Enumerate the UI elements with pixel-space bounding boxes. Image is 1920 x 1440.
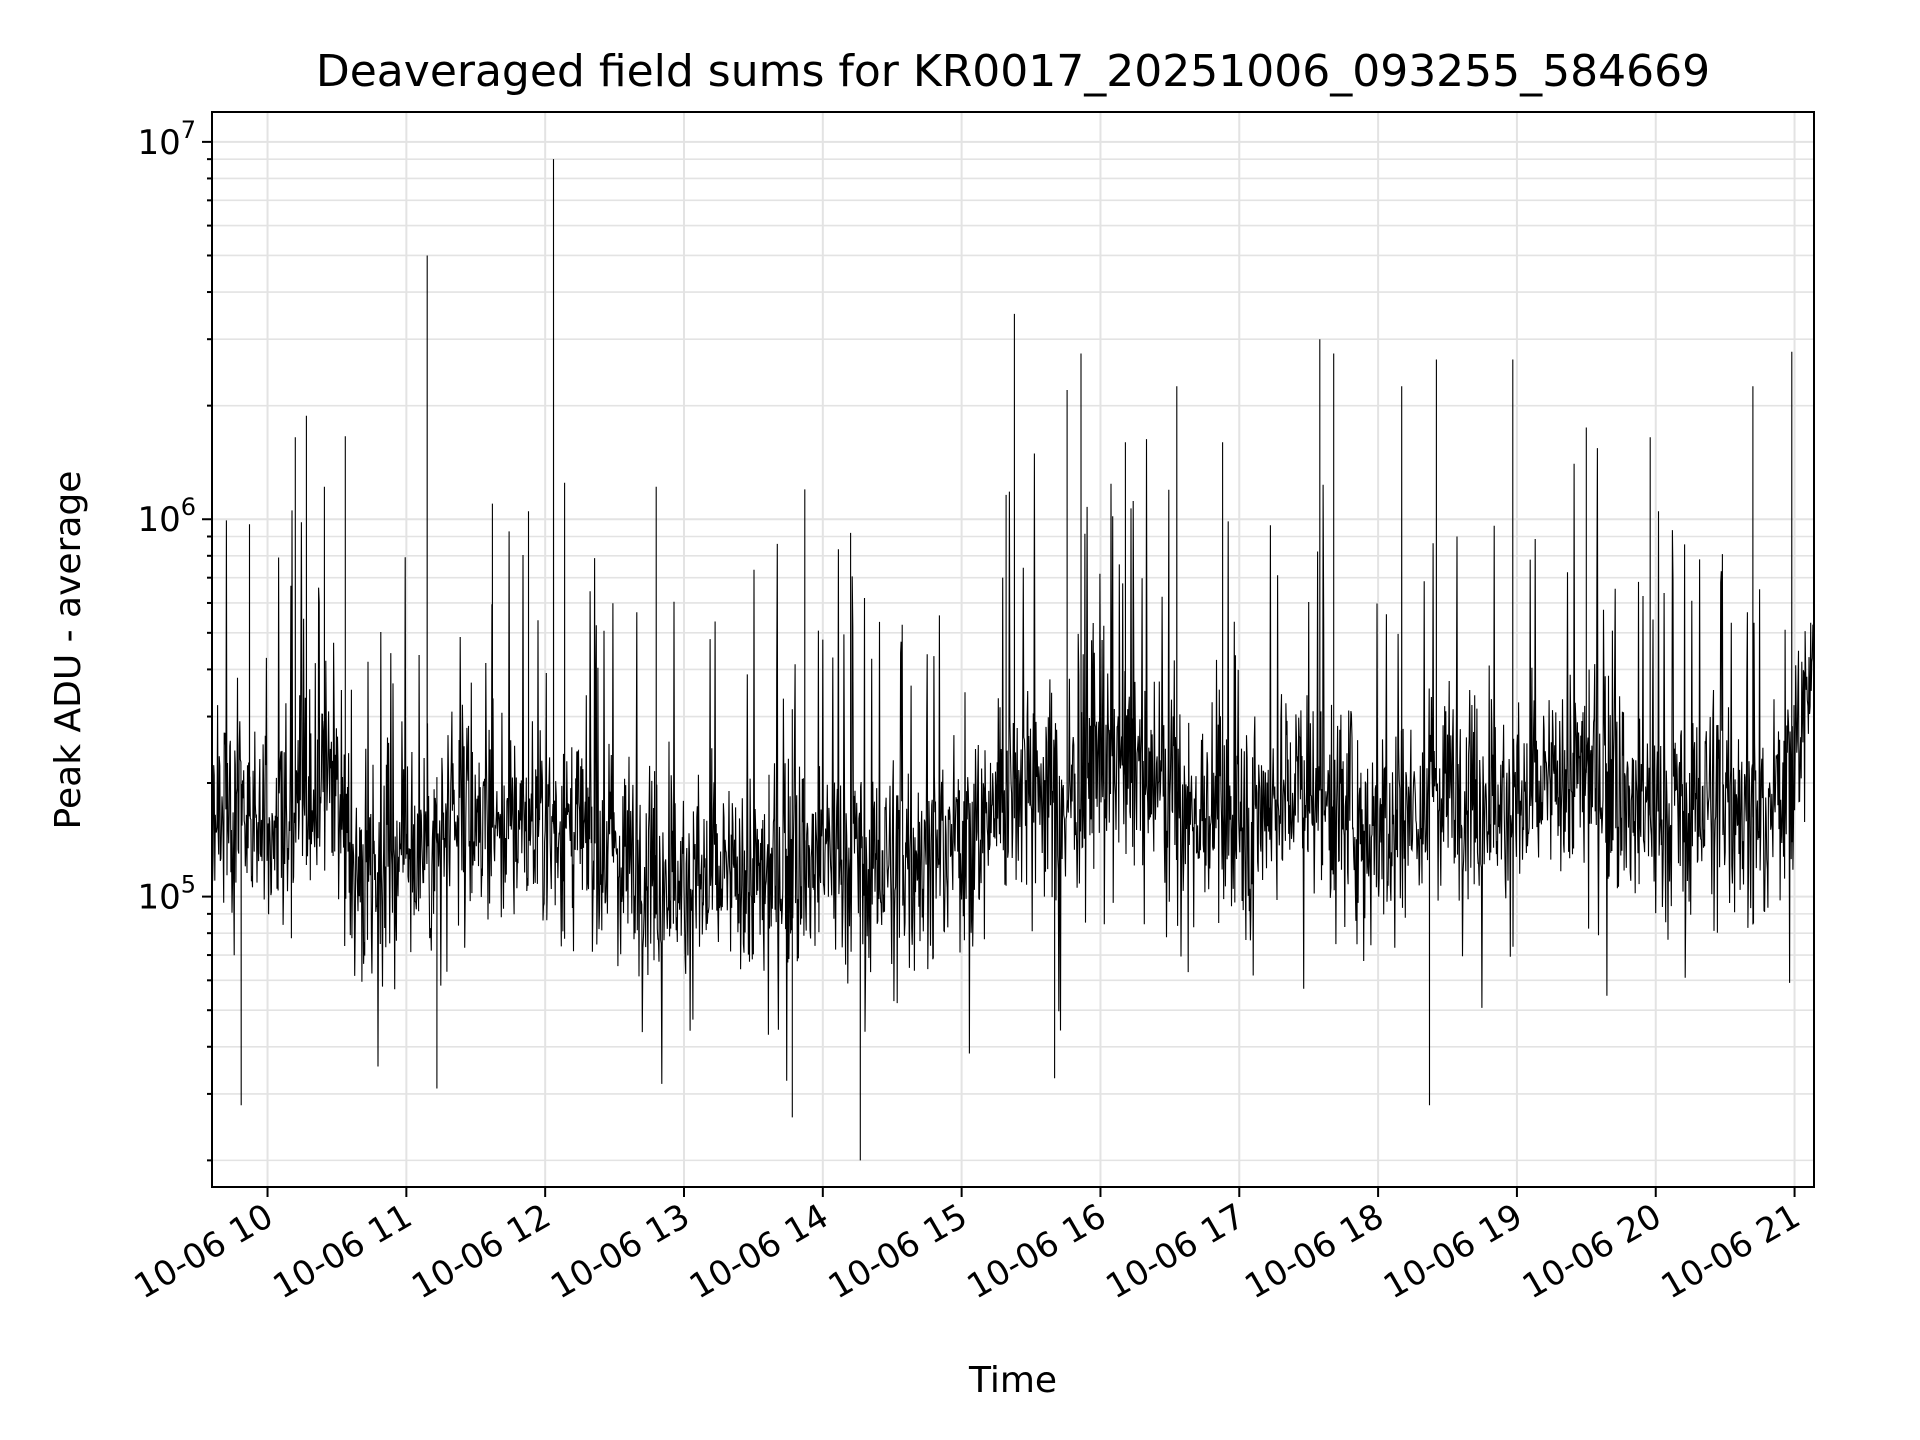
- series-line: [211, 159, 1815, 1161]
- plot-area: [211, 159, 1815, 1161]
- plot-frame: [211, 111, 1815, 1188]
- y-tick-label: 105: [137, 871, 196, 918]
- y-tick-label: 107: [137, 116, 196, 163]
- chart-title: Deaveraged field sums for KR0017_2025100…: [316, 46, 1710, 97]
- y-tick-label: 106: [137, 493, 196, 540]
- y-axis: 105 106 107: [137, 116, 212, 1162]
- x-axis-label: Time: [968, 1360, 1057, 1401]
- y-axis-label: Peak ADU - average: [48, 471, 89, 830]
